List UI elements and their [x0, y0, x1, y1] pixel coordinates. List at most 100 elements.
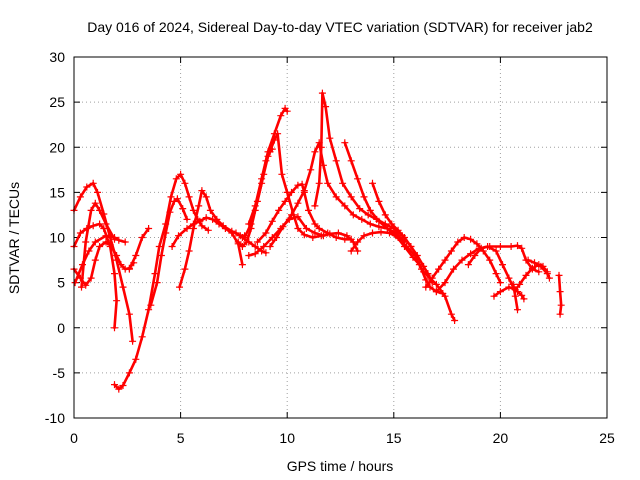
data-point: [492, 270, 500, 278]
data-point: [157, 252, 165, 259]
data-point: [183, 225, 191, 232]
data-point: [369, 229, 376, 237]
data-point: [234, 238, 242, 246]
data-point: [341, 139, 349, 147]
data-point: [96, 206, 104, 214]
data-point: [322, 103, 330, 111]
data-point: [91, 256, 99, 264]
data-point: [543, 270, 551, 278]
data-point: [279, 223, 287, 231]
data-point: [215, 220, 223, 228]
data-point: [496, 279, 504, 287]
data-point: [347, 247, 355, 255]
data-point: [496, 243, 504, 250]
y-tick-label: 5: [57, 275, 65, 291]
data-point: [173, 195, 181, 203]
data-point: [145, 306, 153, 314]
data-point: [477, 244, 485, 252]
data-point: [439, 290, 447, 297]
data-point: [281, 197, 289, 205]
data-point: [447, 310, 455, 318]
data-point: [176, 283, 183, 291]
data-point: [347, 193, 355, 201]
data-point: [196, 217, 204, 225]
data-point: [467, 235, 475, 243]
data-point: [85, 247, 93, 255]
data-point: [394, 226, 402, 234]
data-point: [115, 236, 123, 244]
data-point: [175, 232, 182, 240]
data-point: [347, 157, 355, 165]
data-point: [339, 179, 347, 187]
data-point: [206, 206, 214, 214]
data-point: [251, 243, 259, 250]
data-point: [341, 235, 349, 243]
data-point: [111, 235, 118, 243]
x-tick-label: 0: [70, 430, 78, 446]
data-point: [364, 211, 372, 219]
data-point: [486, 256, 494, 264]
data-point: [251, 202, 259, 210]
data-point: [195, 202, 203, 210]
data-point: [473, 240, 481, 248]
data-point: [403, 243, 411, 250]
data-point: [162, 229, 170, 237]
data-point: [238, 234, 246, 241]
data-point: [324, 179, 332, 187]
data-point: [102, 238, 110, 246]
y-tick-label: 30: [49, 49, 65, 65]
data-point: [245, 238, 253, 246]
data-point: [119, 283, 127, 291]
data-point: [531, 259, 538, 267]
data-point: [294, 225, 302, 232]
data-point: [514, 306, 521, 314]
data-point: [341, 202, 349, 210]
data-point: [288, 188, 295, 196]
data-point: [277, 112, 285, 120]
data-point: [181, 265, 189, 273]
data-point: [360, 232, 368, 240]
data-point: [318, 89, 326, 97]
data-point: [117, 261, 125, 269]
data-point: [432, 288, 440, 296]
data-point: [422, 283, 430, 291]
y-tick-label: -10: [45, 410, 65, 426]
series-line: [256, 183, 353, 244]
data-point: [294, 213, 302, 221]
data-point: [119, 382, 127, 389]
data-point: [366, 206, 374, 214]
series-line: [72, 222, 118, 330]
series-arc-7: [125, 225, 153, 273]
data-point: [422, 276, 430, 284]
data-point: [147, 301, 155, 309]
data-point: [556, 288, 564, 296]
data-point: [102, 220, 110, 228]
data-point: [557, 301, 565, 309]
data-point: [138, 234, 146, 241]
data-point: [153, 279, 161, 287]
data-point: [460, 234, 468, 241]
data-point: [172, 175, 180, 183]
data-point: [496, 288, 504, 296]
data-point: [278, 170, 286, 178]
data-point: [106, 241, 114, 249]
data-point: [347, 235, 355, 243]
data-point: [298, 180, 306, 188]
data-point: [424, 270, 432, 278]
data-point: [505, 283, 513, 291]
data-point: [311, 148, 319, 156]
data-point: [132, 355, 140, 363]
y-tick-label: 0: [57, 320, 65, 336]
data-point: [309, 234, 317, 241]
data-point: [300, 231, 308, 239]
data-point: [315, 179, 323, 187]
data-point: [311, 220, 319, 228]
chart-title: Day 016 of 2024, Sidereal Day-to-day VTE…: [87, 19, 593, 35]
data-point: [354, 238, 362, 246]
data-point: [253, 238, 261, 246]
data-series: [70, 89, 565, 393]
data-point: [76, 193, 84, 201]
data-point: [311, 202, 319, 210]
data-point: [467, 250, 475, 258]
data-point: [258, 175, 266, 183]
